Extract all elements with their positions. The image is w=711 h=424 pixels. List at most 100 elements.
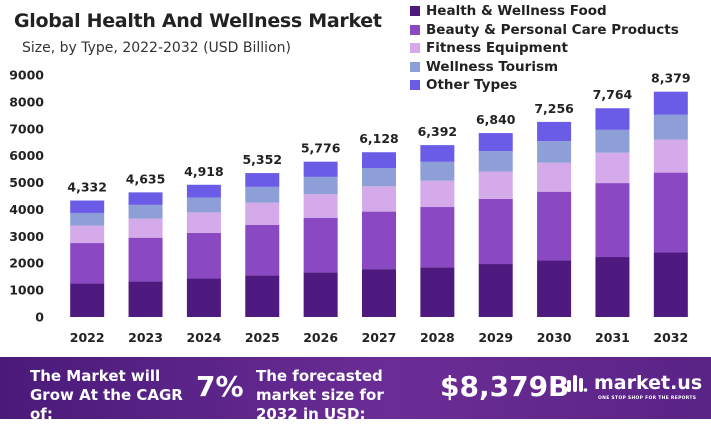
bar-segment [303, 161, 338, 177]
bar-total-label: 4,332 [67, 180, 107, 195]
legend-swatch [410, 24, 420, 35]
bar-segment [362, 168, 396, 187]
y-tick-label: 0 [35, 310, 44, 325]
bar-segment [303, 272, 338, 317]
bar-segment [420, 161, 455, 181]
bar-segment [186, 197, 221, 213]
bar-segment [70, 283, 105, 317]
bar-segment [70, 225, 105, 244]
bar-segment [70, 212, 105, 226]
y-tick-label: 6000 [9, 148, 44, 163]
brand-name: market.us [594, 372, 703, 394]
y-tick-label: 2000 [9, 256, 44, 271]
bar-segment [420, 207, 455, 268]
bar-total-label: 7,764 [593, 87, 633, 102]
bar-segment [303, 176, 338, 195]
bar-total-label: 6,392 [418, 124, 458, 139]
bar-segment [478, 151, 513, 172]
legend-item: Other Types [410, 76, 679, 95]
bar-segment [128, 218, 163, 238]
legend-label: Wellness Tourism [426, 58, 559, 75]
bar-segment [478, 264, 513, 317]
bar-total-label: 5,352 [242, 152, 282, 167]
bar-segment [245, 186, 280, 203]
bar-segment [478, 133, 513, 152]
bar-segment [595, 108, 630, 130]
legend-item: Fitness Equipment [410, 39, 679, 58]
bar-segment [128, 237, 163, 282]
x-tick-label: 2023 [128, 330, 163, 345]
legend-swatch [410, 43, 420, 54]
bar-segment [362, 186, 396, 212]
y-tick-label: 1000 [9, 283, 44, 298]
bar-segment [245, 173, 280, 187]
market-size-label: The forecasted market size for 2032 in U… [256, 367, 384, 423]
bar-segment [128, 192, 163, 205]
y-tick-label: 4000 [9, 202, 44, 217]
legend-label: Health & Wellness Food [426, 3, 607, 20]
legend-label: Fitness Equipment [426, 40, 568, 57]
bar-segment [595, 257, 630, 317]
bar-total-label: 5,776 [301, 141, 341, 156]
bar-segment [420, 145, 455, 162]
x-tick-label: 2031 [595, 330, 630, 345]
bar-segment [245, 275, 280, 317]
bar-segment [303, 217, 338, 273]
bar-segment [362, 211, 396, 270]
bar-total-label: 4,918 [184, 164, 224, 179]
x-tick-label: 2025 [245, 330, 280, 345]
bar-segment [537, 260, 572, 317]
market-size-value: $8,379B [440, 370, 570, 403]
bar-segment [595, 129, 630, 153]
bar-segment [70, 243, 105, 284]
bar-segment [478, 171, 513, 199]
bar-segment [128, 281, 163, 317]
brand-tagline: ONE STOP SHOP FOR THE REPORTS [598, 396, 697, 401]
bar-segment [245, 224, 280, 276]
legend-label: Other Types [426, 77, 518, 94]
bar-segment [653, 114, 688, 140]
y-tick-label: 7000 [9, 121, 44, 136]
legend-swatch [410, 6, 420, 17]
y-tick-label: 9000 [9, 68, 44, 83]
legend-swatch [410, 61, 420, 72]
bar-total-label: 7,256 [534, 101, 574, 116]
legend-item: Health & Wellness Food [410, 2, 679, 21]
chart-subtitle: Size, by Type, 2022-2032 (USD Billion) [22, 40, 291, 56]
bar-segment [128, 204, 163, 219]
stacked-bar-chart: 0 1000 2000 3000 4000 5000 6000 7000 8000 9000 4,3… [9, 68, 691, 346]
bar-segment [653, 91, 688, 115]
bar-total-label: 6,840 [476, 112, 516, 127]
legend-item: Beauty & Personal Care Products [410, 21, 679, 40]
bar-segment [70, 200, 105, 213]
bar-segment [595, 183, 630, 258]
y-tick-label: 5000 [9, 175, 44, 190]
bar-segment [186, 184, 221, 198]
bar-segment [420, 267, 455, 317]
footer-banner: The Market will Grow At the CAGR of: 7% … [0, 357, 711, 423]
x-tick-label: 2029 [478, 330, 513, 345]
bar-segment [537, 121, 572, 142]
bar-total-label: 6,128 [359, 131, 399, 146]
legend-item: Wellness Tourism [410, 58, 679, 77]
bar-segment [303, 194, 338, 218]
bar-segment [537, 141, 572, 163]
x-tick-label: 2022 [70, 330, 105, 345]
x-tick-label: 2028 [420, 330, 455, 345]
brand-logo: market.us [566, 372, 702, 394]
bar-segment [245, 202, 280, 225]
bar-total-label: 4,635 [126, 171, 166, 186]
market-us-logo-icon [566, 372, 588, 394]
chart-title: Global Health And Wellness Market [14, 10, 382, 32]
y-tick-label: 3000 [9, 229, 44, 244]
bar-segment [362, 269, 396, 317]
chart-legend: Health & Wellness Food Beauty & Personal … [410, 2, 679, 95]
bar-segment [186, 212, 221, 233]
x-tick-label: 2027 [362, 330, 397, 345]
bar-total-label: 8,379 [651, 71, 691, 86]
bar-segment [537, 162, 572, 192]
bar-segment [653, 172, 688, 253]
cagr-value: 7% [196, 370, 244, 403]
cagr-label: The Market will Grow At the CAGR of: [30, 367, 183, 423]
legend-swatch [410, 80, 420, 91]
